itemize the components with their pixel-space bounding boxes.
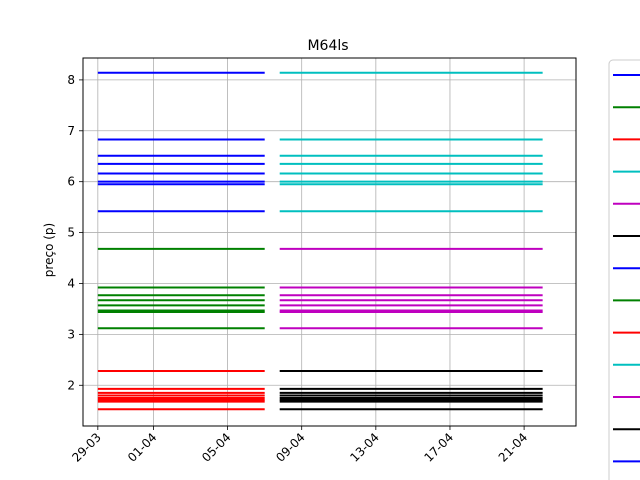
y-axis-ticks: 2 3 4 5 6 7 8 [67, 73, 83, 392]
x-tick-label: 13-04 [347, 430, 382, 465]
y-tick-label: 4 [67, 276, 75, 290]
y-tick-label: 3 [67, 327, 75, 341]
x-axis-ticks: 29-03 01-04 05-04 09-04 13-04 17-04 21-04 [69, 426, 530, 465]
x-tick-label: 29-03 [69, 430, 104, 465]
x-tick-label: 09-04 [273, 430, 308, 465]
y-tick-label: 5 [67, 226, 75, 240]
y-tick-label: 8 [67, 73, 75, 87]
y-axis-label: preço (p) [42, 223, 56, 277]
plot-frame [82, 57, 577, 427]
y-tick-label: 2 [67, 378, 75, 392]
x-tick-label: 01-04 [125, 430, 160, 465]
legend-box [608, 59, 640, 480]
y-tick-label: 6 [67, 175, 75, 189]
x-tick-label: 05-04 [199, 430, 234, 465]
legend [608, 59, 640, 480]
price-segments [97, 71, 543, 411]
chart-title: M64ls [307, 38, 348, 54]
x-tick-label: 21-04 [496, 430, 531, 465]
y-tick-label: 7 [67, 124, 75, 138]
x-tick-label: 17-04 [422, 430, 457, 465]
